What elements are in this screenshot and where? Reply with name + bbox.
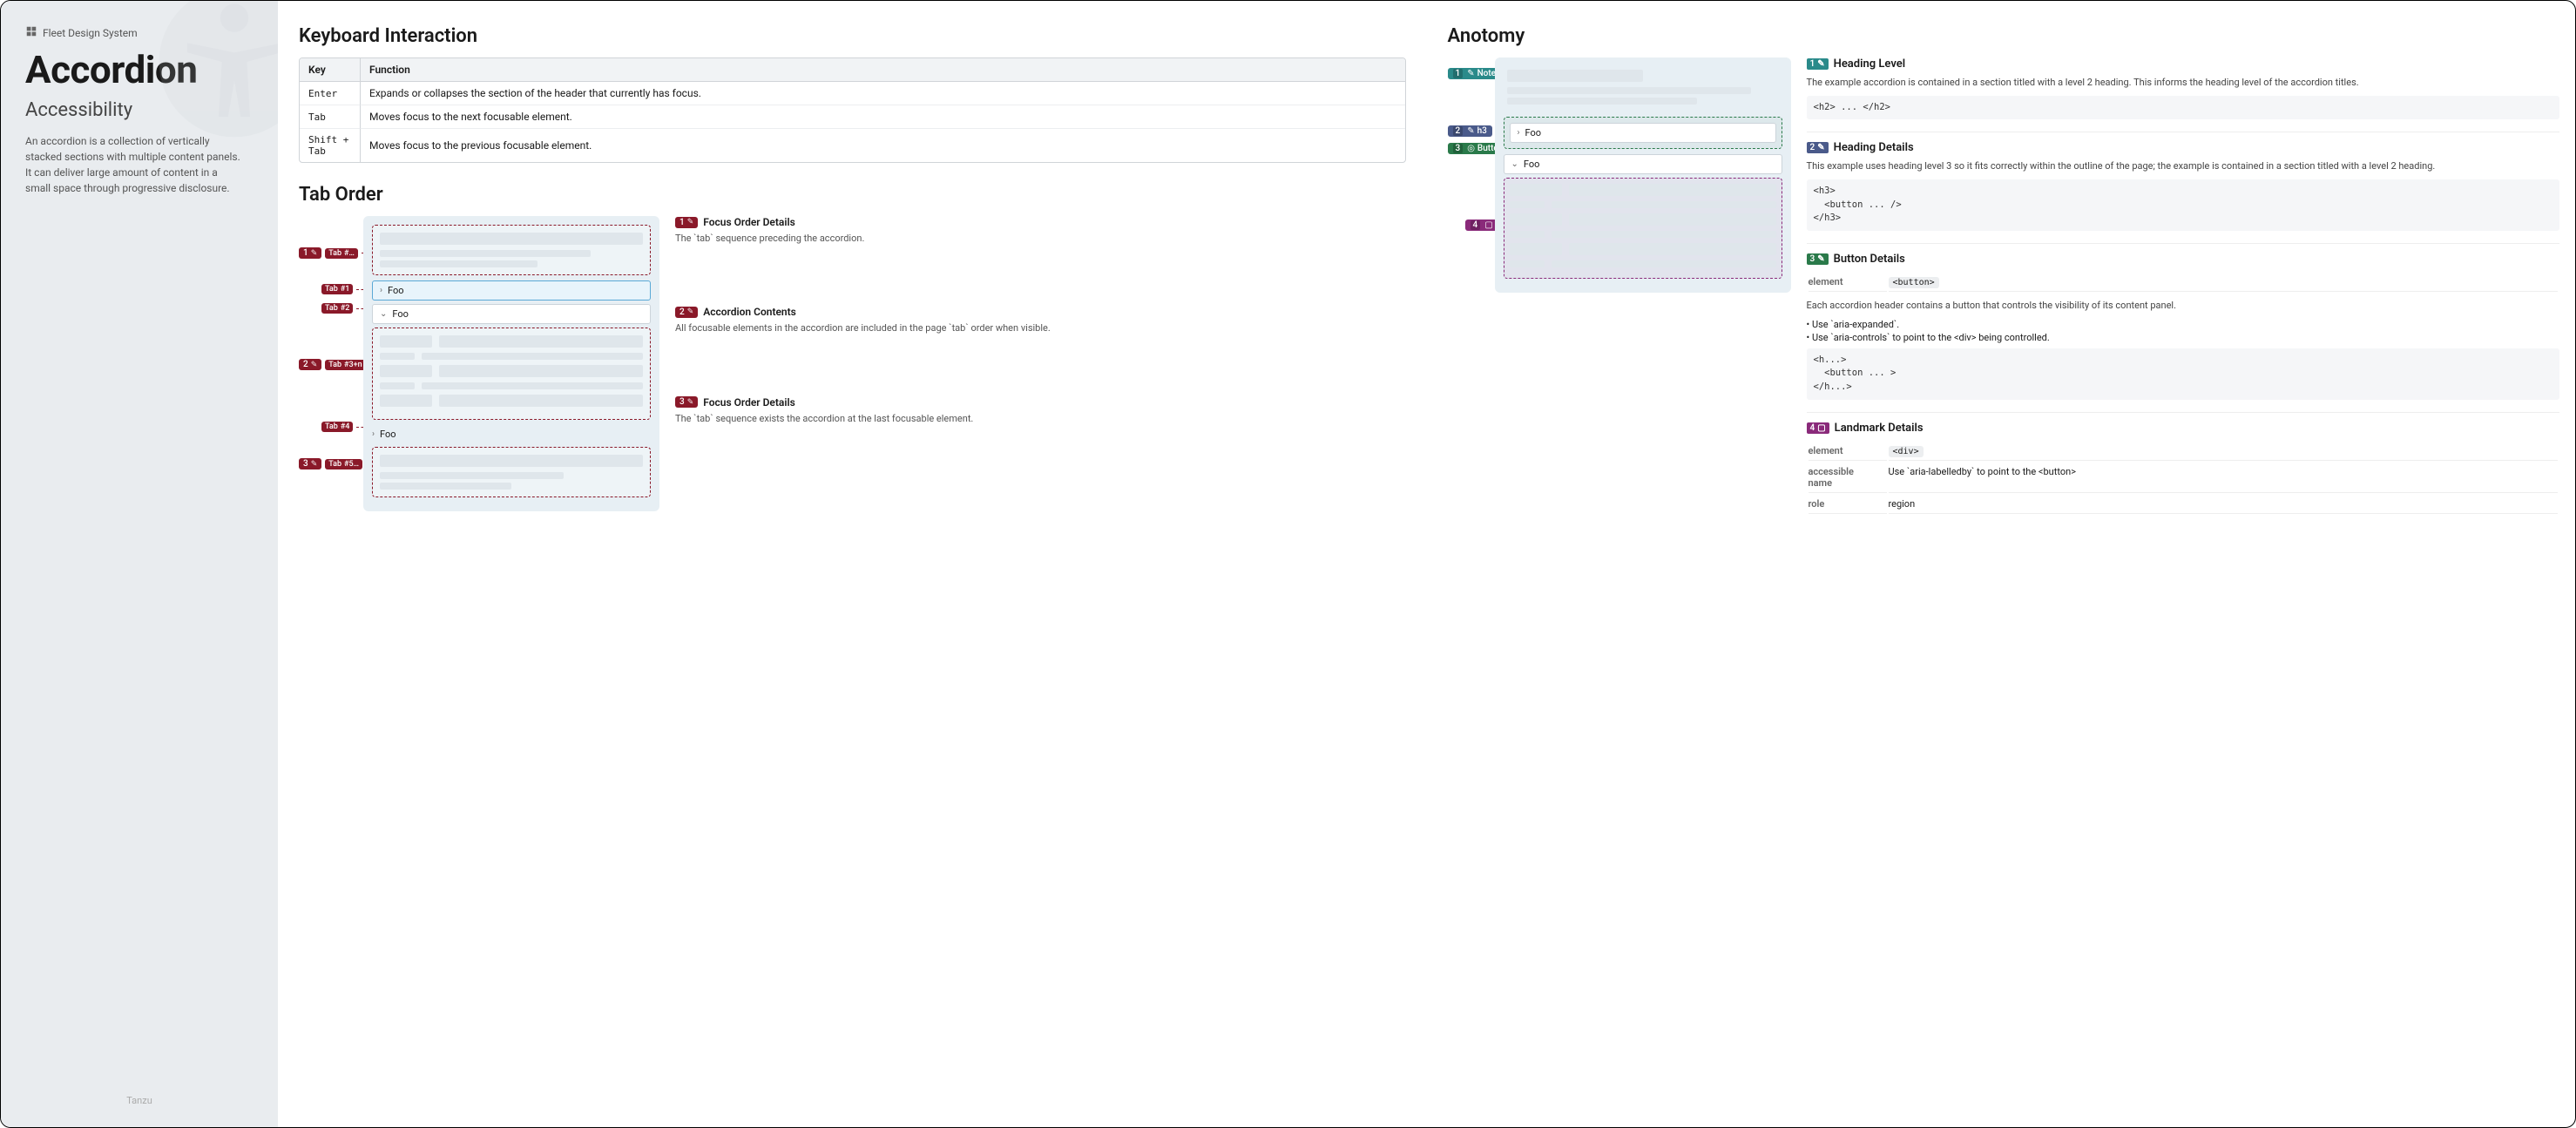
anatomy-wrap: 1✎ Note 2✎ h3∞ 3◎ Button 4▢ ›Foo ⌄Foo bbox=[1448, 57, 2560, 528]
chevron-right-icon: › bbox=[372, 429, 375, 439]
mock-panel: ›Foo ⌄Foo ›Foo bbox=[363, 216, 659, 511]
table-row: Shift + TabMoves focus to the previous f… bbox=[300, 129, 1405, 162]
anatomy-title: Anotomy bbox=[1448, 25, 2560, 47]
focus-detail-3: 3✎Focus Order Details The `tab` sequence… bbox=[675, 396, 1406, 425]
accordion-header-1[interactable]: ›Foo bbox=[372, 280, 651, 301]
anatomy-mock: ›Foo ⌄Foo bbox=[1495, 57, 1791, 293]
anatomy-details: 1✎Heading Level The example accordion is… bbox=[1807, 57, 2560, 528]
anat-item-2: 2✎Heading Details This example uses head… bbox=[1807, 132, 2560, 231]
taborder-wrap: 1✎ Tab#… Tab #1 Tab #2 2✎ Tab #3+n bbox=[299, 216, 1406, 511]
accordion-header-open[interactable]: ⌄Foo bbox=[1504, 154, 1782, 174]
th-key: Key bbox=[300, 58, 361, 82]
accordion-header-2[interactable]: ⌄Foo bbox=[372, 304, 651, 324]
anat-item-3: 3✎Button Details element<button> Each ac… bbox=[1807, 243, 2560, 400]
anat-item-1: 1✎Heading Level The example accordion is… bbox=[1807, 57, 2560, 119]
accordion-header[interactable]: ›Foo bbox=[1510, 123, 1776, 143]
anatomy-landmark-zone bbox=[1504, 178, 1782, 279]
page-root: Fleet Design System Accordion Accessibil… bbox=[0, 0, 2576, 1128]
focus-detail-1: 1✎Focus Order Details The `tab` sequence… bbox=[675, 216, 1406, 245]
accordion-content-zone bbox=[372, 328, 651, 420]
focus-detail-2: 2✎Accordion Contents All focusable eleme… bbox=[675, 306, 1406, 334]
keyboard-table: Key Function EnterExpands or collapses t… bbox=[299, 57, 1406, 163]
chevron-down-icon: ⌄ bbox=[1511, 159, 1518, 169]
footer-brand: Tanzu bbox=[126, 1095, 152, 1106]
focus-zone-before bbox=[372, 225, 651, 275]
keyboard-title: Keyboard Interaction bbox=[299, 25, 1406, 47]
anat-tag-landmark: 4▢ bbox=[1465, 220, 1498, 231]
right-column: Anotomy 1✎ Note 2✎ h3∞ 3◎ Button 4▢ ›Foo bbox=[1427, 1, 2576, 1127]
anatomy-button-zone: ›Foo bbox=[1504, 117, 1782, 149]
anat-tag-note: 1✎ Note bbox=[1448, 68, 1502, 79]
main-column: Keyboard Interaction Key Function EnterE… bbox=[278, 1, 1427, 1127]
sidebar: Fleet Design System Accordion Accessibil… bbox=[1, 1, 278, 1127]
chevron-right-icon: › bbox=[380, 286, 382, 295]
accessibility-watermark-icon bbox=[156, 1, 278, 140]
accordion-header-3[interactable]: ›Foo bbox=[372, 425, 651, 443]
focus-details: 1✎Focus Order Details The `tab` sequence… bbox=[675, 216, 1406, 425]
table-row: EnterExpands or collapses the section of… bbox=[300, 82, 1405, 105]
anat-tag-h3: 2✎ h3 bbox=[1448, 125, 1492, 137]
th-fn: Function bbox=[361, 58, 1405, 82]
chevron-right-icon: › bbox=[1518, 128, 1520, 138]
brand-icon bbox=[25, 25, 37, 40]
brand-text: Fleet Design System bbox=[43, 27, 138, 39]
taborder-title: Tab Order bbox=[299, 184, 1406, 206]
anat-item-4: 4▢Landmark Details element<div> accessib… bbox=[1807, 412, 2560, 516]
focus-zone-after bbox=[372, 447, 651, 497]
chevron-down-icon: ⌄ bbox=[380, 309, 387, 319]
table-row: TabMoves focus to the next focusable ele… bbox=[300, 105, 1405, 129]
page-description: An accordion is a collection of vertical… bbox=[25, 133, 243, 196]
